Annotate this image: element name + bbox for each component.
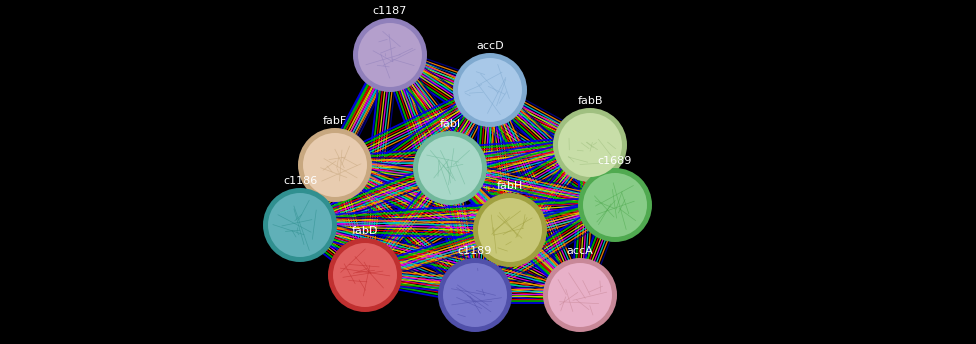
Text: c1187: c1187: [373, 6, 407, 16]
Circle shape: [303, 133, 367, 197]
Circle shape: [453, 53, 527, 127]
Circle shape: [358, 23, 422, 87]
Text: c1189: c1189: [458, 246, 492, 256]
Circle shape: [553, 108, 627, 182]
Circle shape: [473, 193, 547, 267]
Circle shape: [333, 243, 397, 307]
Text: fabI: fabI: [439, 119, 461, 129]
Circle shape: [478, 198, 542, 262]
Circle shape: [353, 18, 427, 92]
Text: fabB: fabB: [577, 96, 603, 106]
Text: c1186: c1186: [283, 176, 317, 186]
Circle shape: [268, 193, 332, 257]
Text: accA: accA: [567, 246, 593, 256]
Circle shape: [548, 263, 612, 327]
Circle shape: [263, 188, 337, 262]
Text: accD: accD: [476, 41, 504, 51]
Text: fabD: fabD: [351, 226, 378, 236]
Circle shape: [328, 238, 402, 312]
Circle shape: [543, 258, 617, 332]
Circle shape: [578, 168, 652, 242]
Circle shape: [558, 113, 622, 177]
Text: c1689: c1689: [598, 156, 632, 166]
Circle shape: [583, 173, 647, 237]
Circle shape: [458, 58, 522, 122]
Circle shape: [298, 128, 372, 202]
Text: fabH: fabH: [497, 181, 523, 191]
Circle shape: [418, 136, 482, 200]
Circle shape: [413, 131, 487, 205]
Circle shape: [438, 258, 512, 332]
Text: fabF: fabF: [323, 116, 347, 126]
Circle shape: [443, 263, 507, 327]
